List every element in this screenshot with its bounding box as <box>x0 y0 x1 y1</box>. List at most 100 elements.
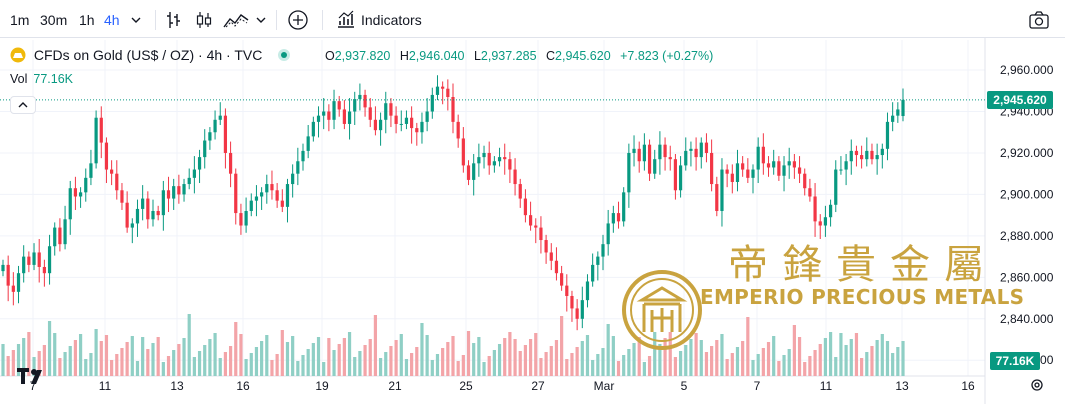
candle <box>291 173 295 185</box>
collapse-legend-button[interactable] <box>10 96 36 114</box>
volume-bar <box>394 340 398 376</box>
candle <box>394 115 398 124</box>
candle <box>22 256 26 274</box>
x-tick-label: 19 <box>315 379 329 393</box>
candle <box>808 188 812 197</box>
volume-bar <box>715 340 719 376</box>
volume-bar <box>834 357 838 376</box>
volume-bar <box>782 355 786 376</box>
volume-bar <box>89 353 93 376</box>
volume-bar <box>249 353 253 376</box>
candle <box>611 213 615 224</box>
area-chart-icon[interactable] <box>223 9 249 31</box>
candle <box>523 198 528 216</box>
candle <box>751 169 755 178</box>
candle <box>187 177 191 185</box>
volume-bar <box>534 333 538 376</box>
interval-30m[interactable]: 30m <box>40 12 68 28</box>
candle <box>601 244 605 257</box>
volume-bar <box>477 337 481 376</box>
volume-bar <box>560 316 564 376</box>
volume-bar <box>828 332 833 376</box>
camera-icon[interactable] <box>1028 9 1050 31</box>
candle <box>513 169 517 185</box>
candle <box>172 186 176 199</box>
volume-bar <box>389 346 393 376</box>
candle <box>818 221 822 226</box>
bar-style-icon[interactable] <box>165 9 183 31</box>
volume-bar <box>885 341 890 376</box>
candle <box>637 148 641 162</box>
volume-bar <box>166 356 171 376</box>
volume-bar <box>311 343 315 376</box>
candle <box>316 115 321 122</box>
volume-bar <box>161 362 165 376</box>
candle <box>161 190 165 216</box>
volume-bar <box>839 333 843 376</box>
candle <box>575 308 579 319</box>
candles-icon[interactable] <box>195 9 213 31</box>
candle <box>435 86 440 95</box>
volume-bar <box>353 357 357 376</box>
interval-4h[interactable]: 4h <box>104 12 120 28</box>
volume-bar <box>363 345 367 376</box>
candle <box>249 200 253 212</box>
volume-bar <box>544 352 548 376</box>
candle <box>653 159 657 174</box>
volume-bar <box>699 340 703 376</box>
candle <box>430 94 434 112</box>
candle <box>89 163 93 178</box>
volume-bar <box>32 357 36 376</box>
candle <box>208 132 212 141</box>
toolbar-divider <box>155 10 156 30</box>
candle <box>725 169 729 174</box>
price-chart[interactable]: 2,960.0002,940.0002,920.0002,900.0002,88… <box>0 38 1065 404</box>
candle <box>192 169 196 178</box>
candle <box>254 196 259 201</box>
add-compare-icon[interactable] <box>287 9 309 31</box>
candle <box>32 252 36 265</box>
volume-bar <box>42 345 46 376</box>
candle <box>389 103 393 116</box>
volume-bar <box>751 360 755 376</box>
candle <box>63 219 67 245</box>
volume-bar <box>616 361 621 376</box>
candle <box>177 186 181 195</box>
settings-gear-icon[interactable] <box>1031 379 1043 391</box>
volume-bar <box>337 344 341 376</box>
volume-bar <box>399 334 403 376</box>
volume-bar <box>797 337 802 376</box>
symbol-title[interactable]: CFDs on Gold (US$ / OZ) · 4h · TVC <box>33 47 263 63</box>
volume-bar <box>860 358 864 376</box>
time-axis[interactable]: 7 11 13 16 19 21 25 27 Mar 5 7 11 13 16 <box>30 379 975 393</box>
chart-grid <box>0 38 986 404</box>
volume-bar <box>223 352 228 376</box>
indicators-icon[interactable] <box>336 9 356 31</box>
interval-1h[interactable]: 1h <box>79 12 95 28</box>
candle <box>84 177 88 193</box>
candle <box>285 184 290 207</box>
volume-bar <box>430 360 434 376</box>
volume-bar <box>870 346 874 376</box>
candle <box>234 173 238 214</box>
volume-bar <box>244 359 248 376</box>
close-key: C <box>546 49 556 63</box>
tradingview-logo <box>17 368 42 384</box>
volume-bar <box>497 344 502 376</box>
indicators-button[interactable]: Indicators <box>361 12 422 28</box>
candle <box>244 211 248 226</box>
candle <box>492 161 496 166</box>
volume-bar <box>865 352 869 376</box>
candle <box>896 109 900 116</box>
chevron-up-icon <box>18 102 28 108</box>
chevron-down-icon[interactable] <box>255 9 267 31</box>
interval-1m[interactable]: 1m <box>10 12 30 28</box>
volume-bar <box>63 352 67 376</box>
volume-bar <box>849 339 853 376</box>
chevron-down-icon[interactable] <box>130 9 142 31</box>
candle <box>585 281 590 301</box>
volume-bar <box>197 351 202 376</box>
candle <box>539 227 543 241</box>
volume-bar <box>208 339 212 376</box>
volume-bar <box>68 346 72 376</box>
